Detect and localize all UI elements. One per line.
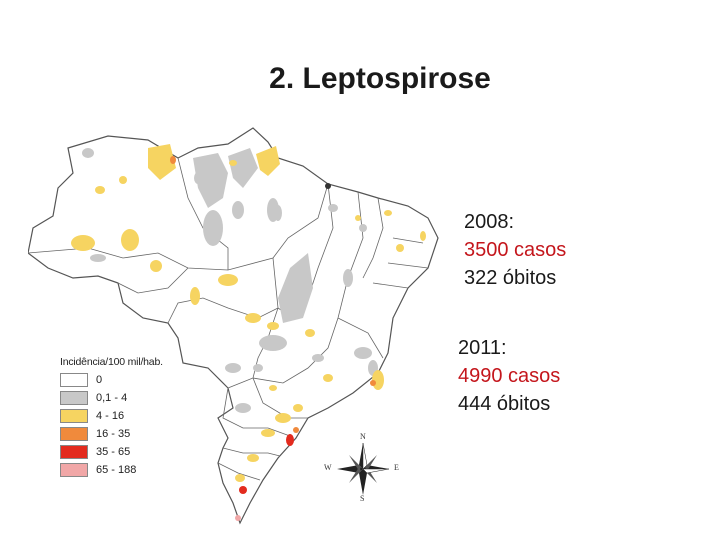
- compass-s-label: S: [360, 494, 365, 503]
- map-legend: Incidência/100 mil/hab. 0 0,1 - 4 4 - 16 16…: [60, 356, 170, 479]
- legend-label: 0: [96, 374, 103, 386]
- legend-swatch: [60, 373, 88, 387]
- legend-label: 16 - 35: [96, 428, 131, 440]
- legend-row: 65 - 188: [60, 461, 170, 479]
- brazil-incidence-map: [28, 127, 439, 525]
- stats-2008-deaths: 322 óbitos: [464, 267, 557, 289]
- compass-rose-icon: N S E W: [322, 432, 404, 503]
- legend-row: 35 - 65: [60, 443, 170, 461]
- stats-2008-cases: 3500 casos: [464, 239, 567, 261]
- slide-title: 2. Leptospirose: [269, 62, 491, 95]
- legend-swatch: [60, 409, 88, 423]
- legend-row: 0,1 - 4: [60, 389, 170, 407]
- stats-2011-deaths: 444 óbitos: [458, 393, 551, 415]
- legend-title: Incidência/100 mil/hab.: [60, 356, 163, 368]
- stats-2011-cases: 4990 casos: [458, 365, 561, 387]
- stats-2011: 2011: 4990 casos 444 óbitos: [458, 334, 560, 418]
- legend-row: 4 - 16: [60, 407, 170, 425]
- legend-swatch: [60, 391, 88, 405]
- legend-swatch: [60, 445, 88, 459]
- class-0-1-4-areas: [82, 148, 378, 413]
- legend-label: 65 - 188: [96, 464, 137, 476]
- stats-2008: 2008: 3500 casos 322 óbitos: [464, 208, 566, 292]
- legend-label: 4 - 16: [96, 410, 125, 422]
- country-outline: [28, 127, 439, 525]
- legend-label: 0,1 - 4: [96, 392, 128, 404]
- legend-label: 35 - 65: [96, 446, 131, 458]
- compass-w-label: W: [324, 463, 332, 472]
- stats-2008-year: 2008:: [464, 211, 515, 233]
- compass-e-label: E: [394, 463, 399, 472]
- stats-2011-year: 2011:: [458, 337, 507, 359]
- compass-n-label: N: [360, 432, 366, 441]
- class-4-16-areas: [71, 144, 426, 482]
- class-high-incidence-areas: [170, 156, 376, 521]
- legend-swatch: [60, 463, 88, 477]
- legend-swatch: [60, 427, 88, 441]
- legend-row: 0: [60, 371, 170, 389]
- legend-row: 16 - 35: [60, 425, 170, 443]
